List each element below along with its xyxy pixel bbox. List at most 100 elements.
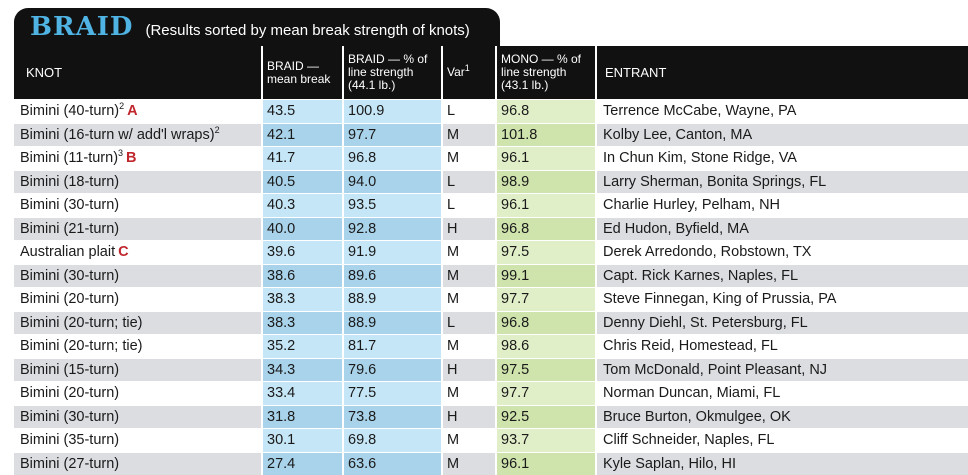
cell-braid-mean: 41.7 bbox=[262, 147, 343, 171]
var-value: M bbox=[447, 338, 459, 354]
knot-name: Australian plait bbox=[20, 244, 115, 260]
cell-entrant: Kyle Saplan, Hilo, HI bbox=[596, 452, 968, 475]
cell-knot: Bimini (20-turn) bbox=[14, 382, 262, 406]
mono-pct-value: 97.7 bbox=[501, 385, 529, 401]
cell-braid-mean: 34.3 bbox=[262, 358, 343, 382]
cell-braid-pct: 97.7 bbox=[343, 123, 442, 147]
cell-var: M bbox=[442, 264, 496, 288]
mono-pct-value: 97.5 bbox=[501, 244, 529, 260]
braid-pct-value: 73.8 bbox=[348, 409, 376, 425]
entrant-value: Terrence McCabe, Wayne, PA bbox=[603, 103, 796, 119]
cell-braid-mean: 40.5 bbox=[262, 170, 343, 194]
knot-name: Bimini (30-turn) bbox=[20, 409, 119, 425]
cell-braid-pct: 77.5 bbox=[343, 382, 442, 406]
header-mono-pct: MONO — % of line strength (43.1 lb.) bbox=[496, 46, 596, 100]
cell-var: M bbox=[442, 452, 496, 475]
knot-footnote: 2 bbox=[215, 125, 220, 135]
braid-pct-value: 96.8 bbox=[348, 150, 376, 166]
knot-name: Bimini (20-turn; tie) bbox=[20, 315, 142, 331]
mono-pct-value: 92.5 bbox=[501, 409, 529, 425]
entrant-value: Denny Diehl, St. Petersburg, FL bbox=[603, 315, 808, 331]
var-value: M bbox=[447, 268, 459, 284]
knot-footnote: 3 bbox=[118, 148, 123, 158]
entrant-value: Derek Arredondo, Robstown, TX bbox=[603, 244, 811, 260]
var-value: M bbox=[447, 244, 459, 260]
cell-braid-pct: 88.9 bbox=[343, 288, 442, 312]
cell-mono-pct: 96.1 bbox=[496, 452, 596, 475]
cell-knot: Bimini (20-turn; tie) bbox=[14, 311, 262, 335]
cell-braid-mean: 31.8 bbox=[262, 405, 343, 429]
entrant-value: Ed Hudon, Byfield, MA bbox=[603, 221, 749, 237]
knot-name: Bimini (40-turn) bbox=[20, 103, 119, 119]
cell-var: M bbox=[442, 382, 496, 406]
braid-pct-value: 89.6 bbox=[348, 268, 376, 284]
var-value: M bbox=[447, 456, 459, 472]
braid-pct-value: 94.0 bbox=[348, 174, 376, 190]
braid-pct-value: 88.9 bbox=[348, 291, 376, 307]
cell-mono-pct: 99.1 bbox=[496, 264, 596, 288]
cell-braid-pct: 93.5 bbox=[343, 194, 442, 218]
cell-knot: Bimini (18-turn) bbox=[14, 170, 262, 194]
entrant-value: Charlie Hurley, Pelham, NH bbox=[603, 197, 780, 213]
cell-braid-mean: 30.1 bbox=[262, 429, 343, 453]
cell-braid-mean: 35.2 bbox=[262, 335, 343, 359]
cell-braid-mean: 38.3 bbox=[262, 311, 343, 335]
var-value: M bbox=[447, 291, 459, 307]
mono-pct-value: 96.1 bbox=[501, 456, 529, 472]
cell-mono-pct: 97.5 bbox=[496, 358, 596, 382]
knot-name: Bimini (20-turn; tie) bbox=[20, 338, 142, 354]
knot-name: Bimini (20-turn) bbox=[20, 291, 119, 307]
entrant-value: Chris Reid, Homestead, FL bbox=[603, 338, 778, 354]
braid-mean-value: 35.2 bbox=[267, 338, 295, 354]
cell-var: H bbox=[442, 405, 496, 429]
var-value: H bbox=[447, 362, 457, 378]
cell-mono-pct: 92.5 bbox=[496, 405, 596, 429]
knot-name: Bimini (11-turn) bbox=[20, 150, 118, 166]
braid-pct-value: 100.9 bbox=[348, 103, 384, 119]
braid-pct-value: 69.8 bbox=[348, 432, 376, 448]
braid-mean-value: 33.4 bbox=[267, 385, 295, 401]
var-value: L bbox=[447, 197, 455, 213]
cell-entrant: Capt. Rick Karnes, Naples, FL bbox=[596, 264, 968, 288]
braid-mean-value: 27.4 bbox=[267, 456, 295, 472]
braid-mean-value: 41.7 bbox=[267, 150, 295, 166]
mono-pct-value: 96.1 bbox=[501, 197, 529, 213]
entrant-value: Capt. Rick Karnes, Naples, FL bbox=[603, 268, 798, 284]
cell-entrant: Bruce Burton, Okmulgee, OK bbox=[596, 405, 968, 429]
mono-pct-value: 98.6 bbox=[501, 338, 529, 354]
cell-entrant: Charlie Hurley, Pelham, NH bbox=[596, 194, 968, 218]
header-braid-mean: BRAID — mean break bbox=[262, 46, 343, 100]
entrant-value: Cliff Schneider, Naples, FL bbox=[603, 432, 774, 448]
table-row: Bimini (30-turn) 31.8 73.8 H 92.5 Bruce Burto… bbox=[14, 405, 968, 429]
cell-mono-pct: 93.7 bbox=[496, 429, 596, 453]
entrant-value: In Chun Kim, Stone Ridge, VA bbox=[603, 150, 797, 166]
mono-pct-value: 99.1 bbox=[501, 268, 529, 284]
braid-mean-value: 38.3 bbox=[267, 315, 295, 331]
braid-pct-value: 92.8 bbox=[348, 221, 376, 237]
cell-var: M bbox=[442, 147, 496, 171]
cell-mono-pct: 96.8 bbox=[496, 100, 596, 124]
cell-entrant: Steve Finnegan, King of Prussia, PA bbox=[596, 288, 968, 312]
cell-braid-mean: 43.5 bbox=[262, 100, 343, 124]
cell-mono-pct: 96.1 bbox=[496, 147, 596, 171]
cell-knot: Bimini (20-turn; tie) bbox=[14, 335, 262, 359]
braid-pct-value: 97.7 bbox=[348, 127, 376, 143]
cell-braid-mean: 38.6 bbox=[262, 264, 343, 288]
braid-mean-value: 31.8 bbox=[267, 409, 295, 425]
cell-mono-pct: 96.1 bbox=[496, 194, 596, 218]
var-value: L bbox=[447, 103, 455, 119]
var-value: M bbox=[447, 385, 459, 401]
cell-mono-pct: 97.7 bbox=[496, 288, 596, 312]
results-table: KNOT BRAID — mean break BRAID — % of lin… bbox=[14, 46, 968, 475]
entrant-value: Kolby Lee, Canton, MA bbox=[603, 127, 752, 143]
cell-braid-pct: 89.6 bbox=[343, 264, 442, 288]
